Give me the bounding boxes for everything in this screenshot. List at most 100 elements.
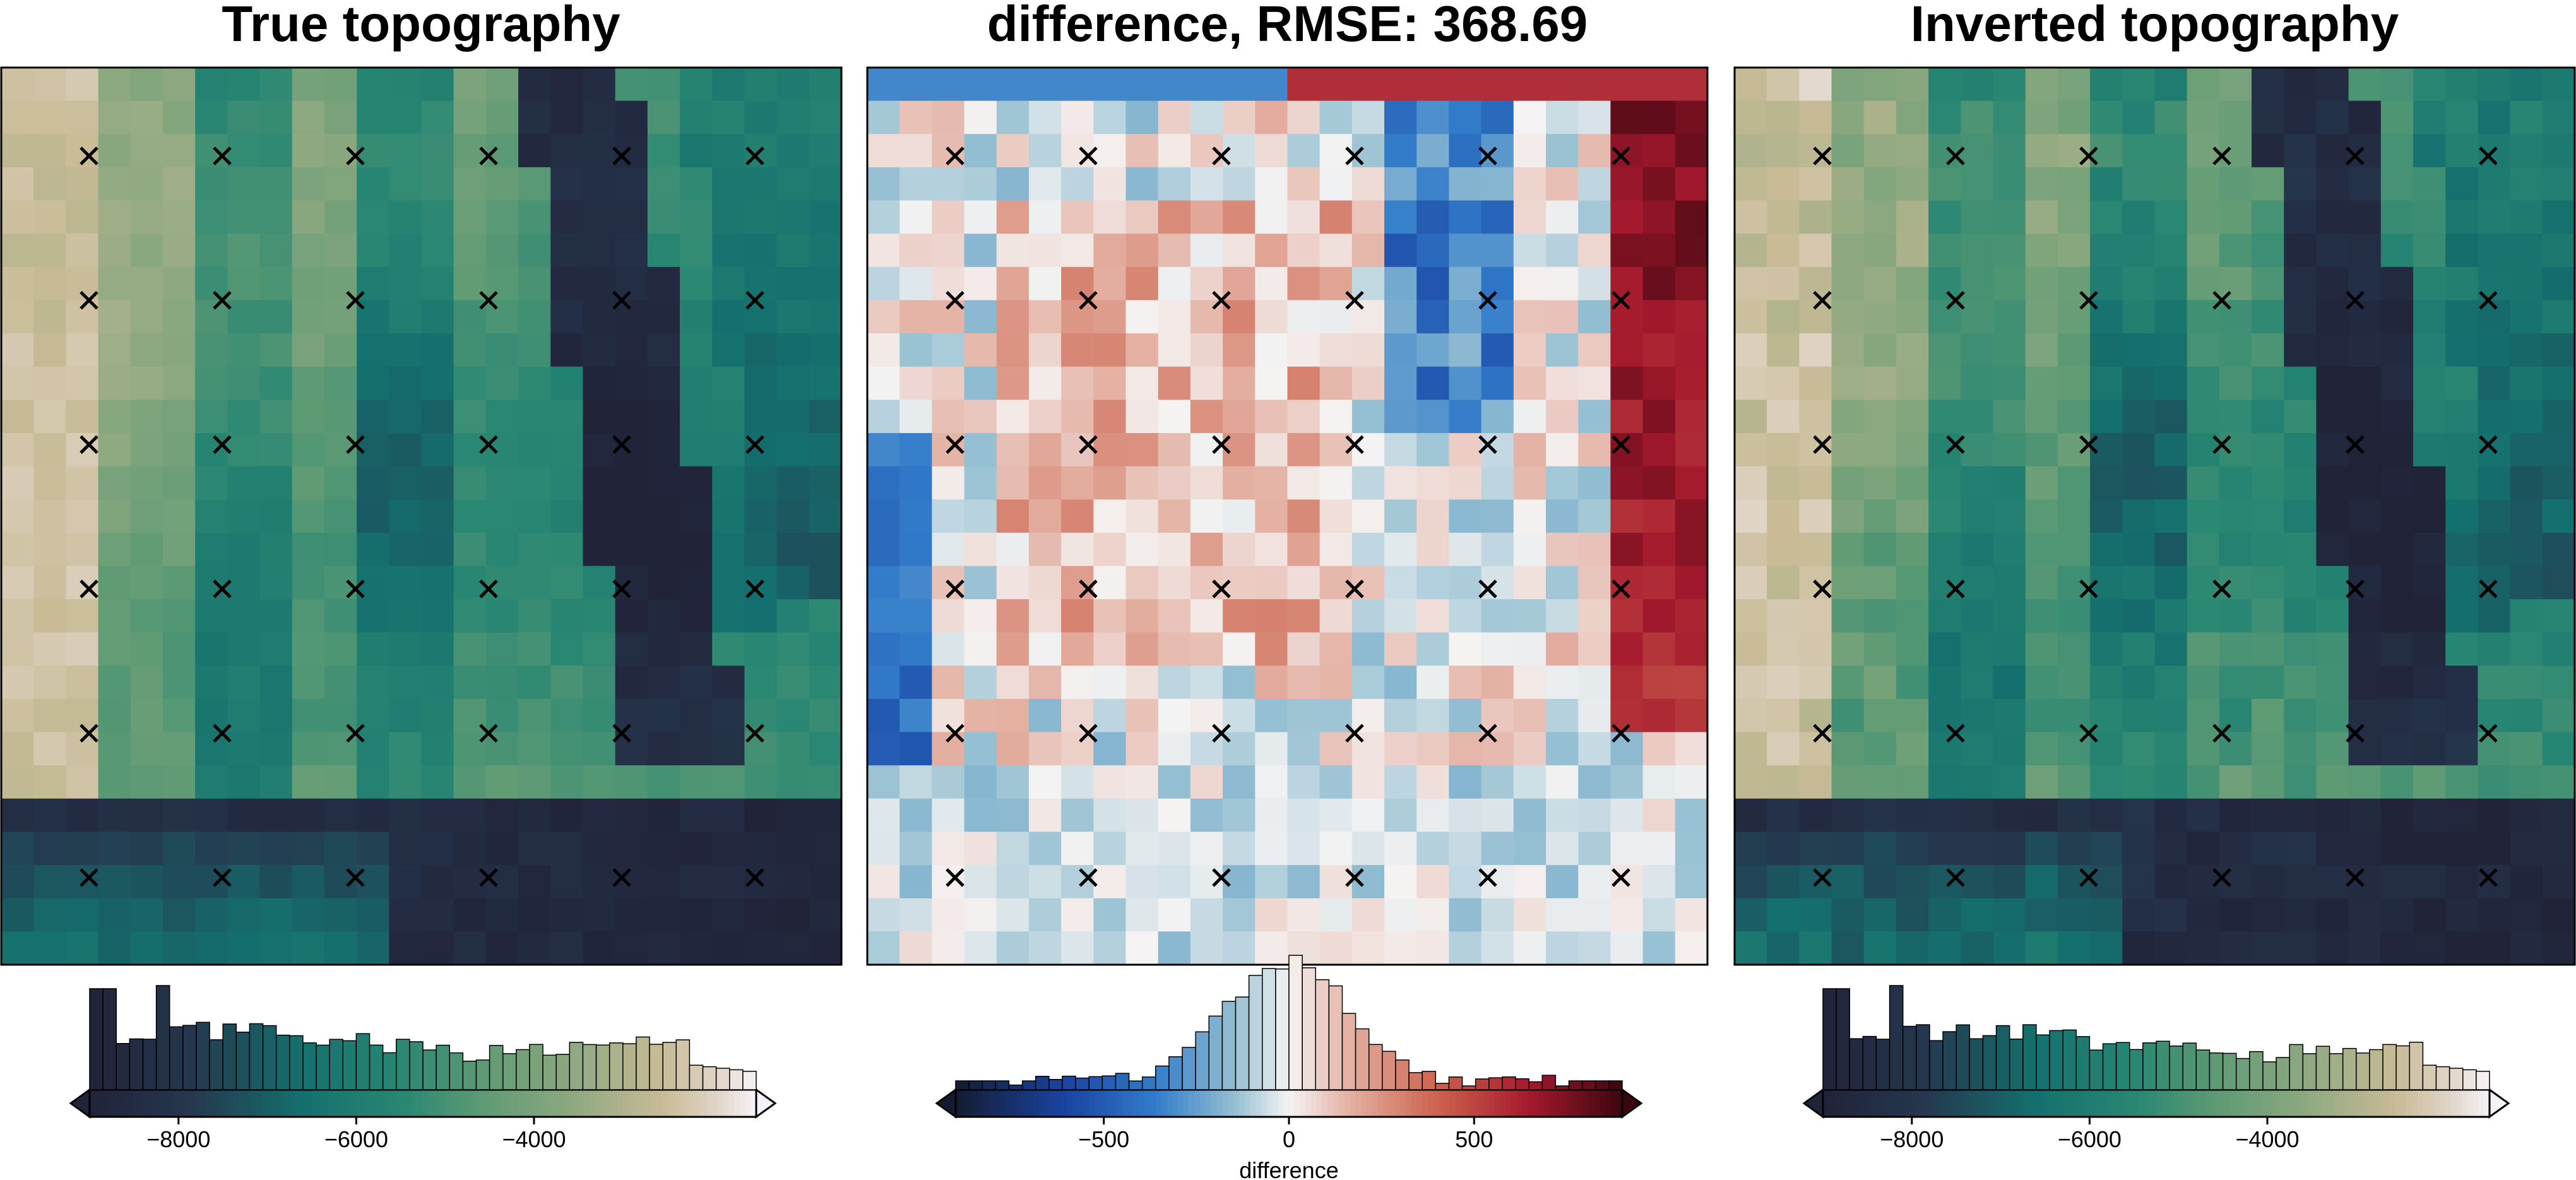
observation-point-marker <box>80 580 98 599</box>
heatmap-cell <box>292 532 325 567</box>
heatmap-cell <box>1061 499 1094 533</box>
histogram-bar <box>342 1040 357 1090</box>
heatmap-cell <box>2122 432 2156 467</box>
heatmap-cell <box>1481 100 1514 134</box>
heatmap-cell <box>485 333 519 367</box>
heatmap-cell <box>1158 466 1191 500</box>
heatmap-cell <box>2510 100 2543 134</box>
heatmap-cell <box>1863 732 1897 766</box>
observation-point-marker <box>2479 435 2498 454</box>
heatmap-cell <box>1351 532 1385 567</box>
heatmap-cell <box>2542 831 2575 866</box>
heatmap-cell <box>1546 599 1579 633</box>
heatmap-cell <box>1642 134 1676 168</box>
heatmap-cell <box>2413 200 2446 234</box>
heatmap-cell <box>1513 266 1546 301</box>
heatmap-cell <box>2284 765 2317 799</box>
heatmap-cell <box>1928 898 1961 932</box>
heatmap-cell <box>1028 134 1062 168</box>
heatmap-cell <box>1416 665 1450 700</box>
heatmap-cell <box>2413 499 2446 533</box>
heatmap-cell <box>776 698 810 733</box>
histogram-bar <box>1195 1031 1210 1090</box>
heatmap-cell <box>712 931 745 965</box>
heatmap-cell <box>1384 566 1417 600</box>
observation-point-marker <box>2079 868 2098 887</box>
heatmap-cell <box>1863 200 1897 234</box>
heatmap-cell <box>1578 100 1611 134</box>
heatmap-cell <box>1190 599 1223 633</box>
heatmap-cell <box>1993 698 2026 733</box>
heatmap-cell <box>744 532 778 567</box>
colorbar-gradient-segment <box>95 1090 102 1117</box>
heatmap-cell <box>2348 765 2382 799</box>
colorbar-gradient-segment <box>2373 1090 2379 1117</box>
histogram-bar <box>396 1039 410 1090</box>
heatmap-cell <box>2413 300 2446 334</box>
heatmap-cell <box>809 68 842 102</box>
heatmap-cell <box>1675 466 1708 500</box>
heatmap-cell <box>1735 698 1767 733</box>
heatmap-cell <box>867 266 900 301</box>
colorbar-gradient-segment <box>112 1090 118 1117</box>
colorbar-gradient-segment <box>717 1090 723 1117</box>
heatmap-cell <box>1610 765 1644 799</box>
heatmap-cell <box>1416 765 1450 799</box>
heatmap-cell <box>2187 466 2220 500</box>
heatmap-cell <box>1735 632 1767 666</box>
colorbar-gradient-segment <box>2167 1090 2174 1117</box>
heatmap-cell <box>485 665 519 700</box>
heatmap-cell <box>1028 765 1062 799</box>
heatmap-cell <box>2380 898 2414 932</box>
observation-point-marker <box>1946 435 1965 454</box>
heatmap-cell <box>1610 366 1644 400</box>
histogram-bar <box>662 1042 677 1090</box>
heatmap-cell <box>421 200 454 234</box>
heatmap-cell <box>2057 100 2091 134</box>
heatmap-cell <box>680 499 713 533</box>
heatmap-cell <box>550 831 584 866</box>
heatmap-cell <box>583 266 616 301</box>
heatmap-cell <box>1287 400 1321 434</box>
heatmap-cell <box>1287 300 1321 334</box>
heatmap-cell <box>2187 931 2220 965</box>
heatmap-cell <box>130 765 163 799</box>
heatmap-cell <box>98 400 131 434</box>
observation-point-marker <box>2079 146 2098 165</box>
heatmap-cell <box>2057 400 2091 434</box>
heatmap-cell <box>712 566 745 600</box>
colorbar-gradient-segment <box>1583 1090 1589 1117</box>
heatmap-cell <box>259 665 293 700</box>
heatmap-cell <box>2413 167 2446 201</box>
colorbar-gradient-segment <box>2234 1090 2240 1117</box>
observation-point-marker <box>479 290 498 310</box>
heatmap-cell <box>1384 234 1417 268</box>
heatmap-cell <box>195 566 228 600</box>
heatmap-cell <box>1993 134 2026 168</box>
colorbar-gradient-segment <box>534 1090 540 1117</box>
heatmap-cell <box>1675 931 1708 965</box>
heatmap-cell <box>1578 865 1611 899</box>
observation-point-marker <box>2079 435 2098 454</box>
heatmap-cell <box>195 632 228 666</box>
heatmap-cell <box>1351 931 1385 965</box>
heatmap-cell <box>1449 300 1482 334</box>
heatmap-cell <box>744 665 778 700</box>
heatmap-cell <box>1863 100 1897 134</box>
heatmap-cell <box>1384 765 1417 799</box>
histogram-bar <box>1595 1080 1610 1090</box>
colorbar-gradient-segment <box>978 1090 984 1117</box>
heatmap-cell <box>324 400 357 434</box>
colorbar-extend-high <box>2488 1088 2510 1119</box>
heatmap-cell <box>647 632 680 666</box>
colorbar-gradient-segment <box>2345 1090 2351 1117</box>
heatmap-cell <box>357 333 389 367</box>
heatmap-cell <box>1831 931 1865 965</box>
heatmap-cell <box>292 898 325 932</box>
heatmap-cell <box>680 665 713 700</box>
heatmap-cell <box>1735 831 1767 866</box>
heatmap-cell <box>1735 466 1767 500</box>
colorbar-gradient-segment <box>2240 1090 2246 1117</box>
heatmap-cell <box>1481 632 1514 666</box>
colorbar-gradient-segment <box>606 1090 612 1117</box>
